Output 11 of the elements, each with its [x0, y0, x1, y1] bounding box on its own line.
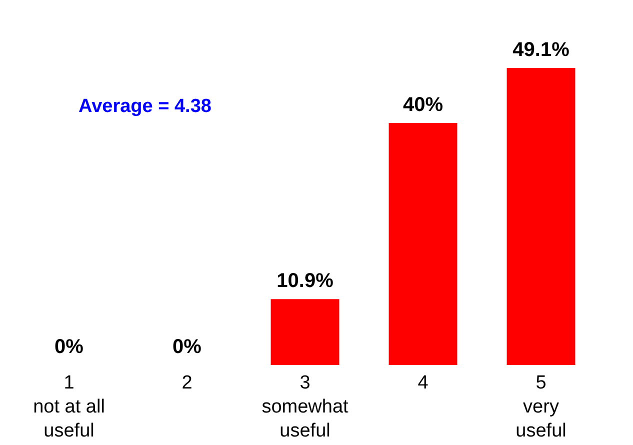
x-tick-label: 3 somewhat useful — [262, 372, 350, 442]
data-label: 49.1% — [512, 39, 570, 61]
data-label: 40% — [402, 94, 444, 116]
x-tick-label: 4 — [418, 372, 429, 394]
data-label: 10.9% — [276, 270, 334, 292]
data-label: 0% — [54, 336, 84, 358]
data-label: 0% — [172, 336, 202, 358]
x-tick-label: 2 — [182, 372, 192, 394]
x-tick-label: 1 not at all useful — [33, 372, 105, 442]
annotation: Average = 4.38 — [78, 96, 212, 117]
x-tick-label: 5 very useful — [516, 372, 566, 442]
